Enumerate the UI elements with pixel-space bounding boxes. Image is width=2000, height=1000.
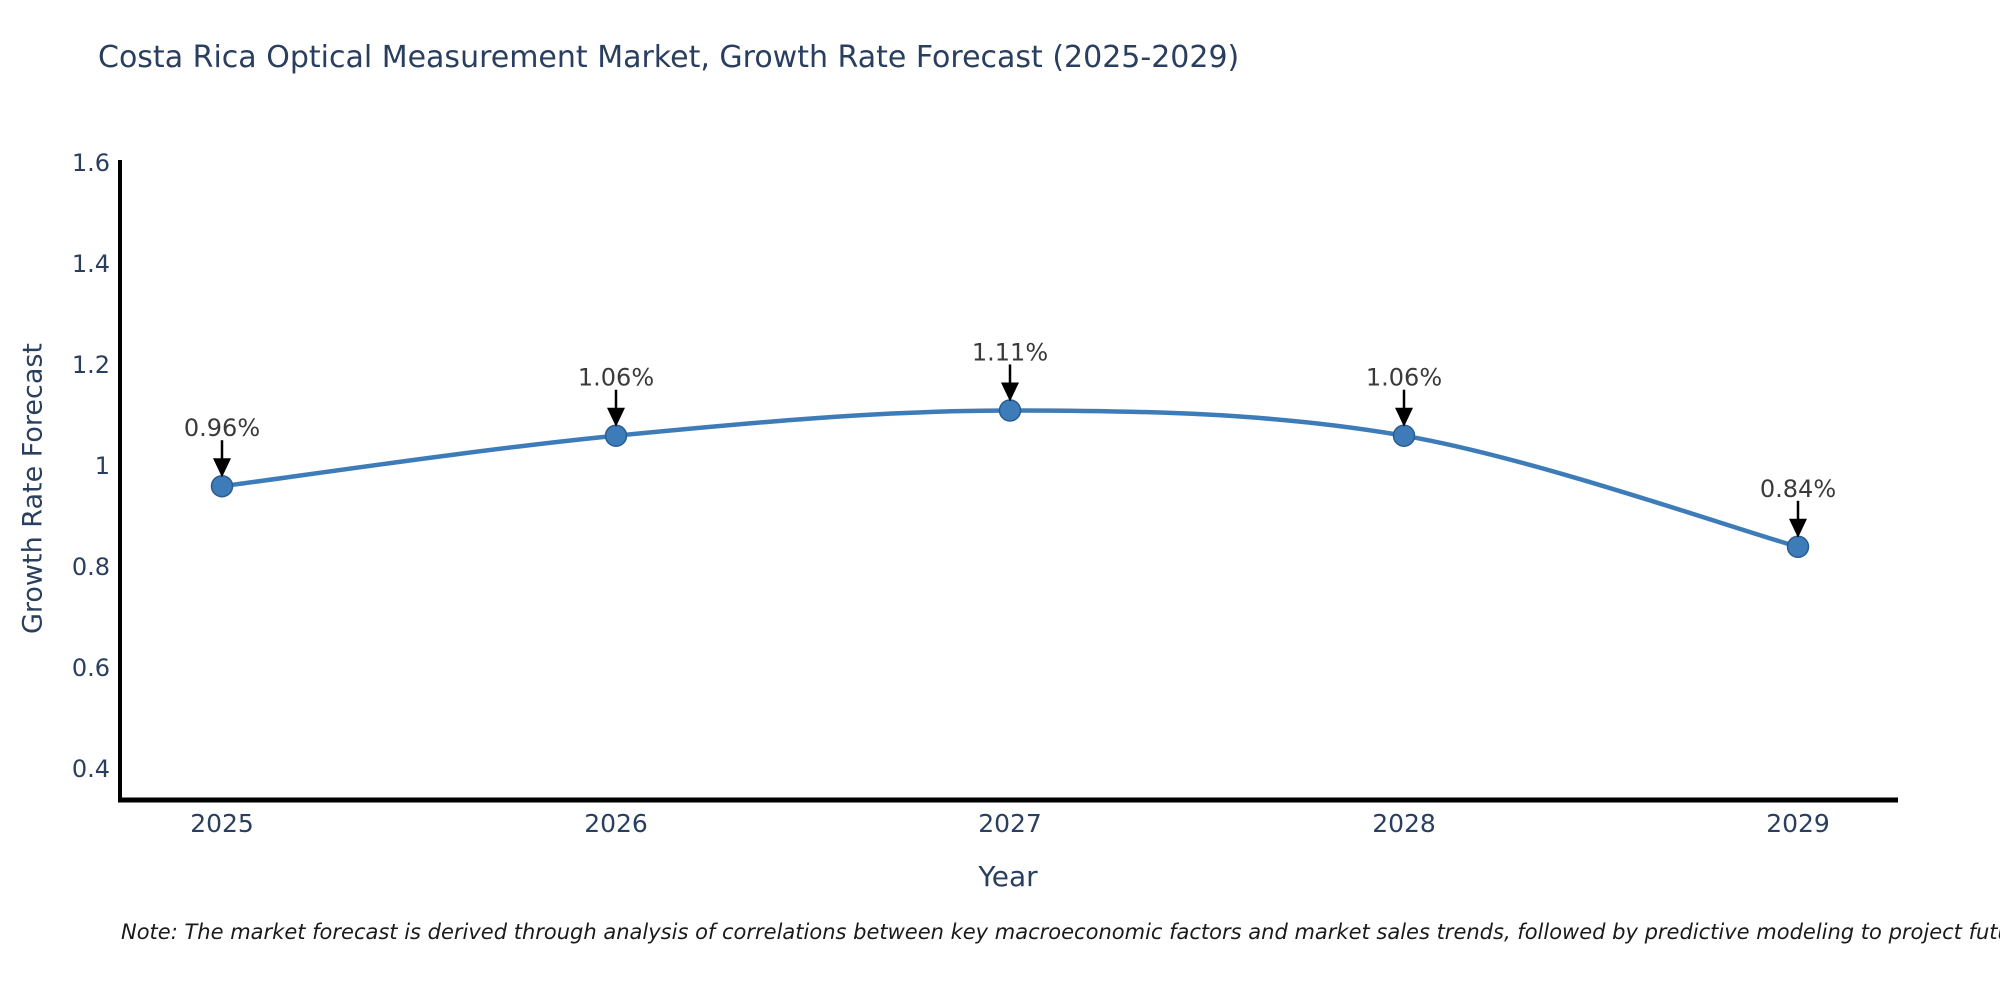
data-point-marker	[1392, 424, 1416, 447]
y-tick-label: 0.8	[72, 553, 110, 581]
y-tick-label: 1.2	[72, 351, 110, 379]
annotation-arrow-head	[1789, 518, 1807, 538]
point-annotation: 0.96%	[184, 414, 260, 442]
data-point-marker	[1786, 535, 1810, 559]
x-tick-label: 2028	[1372, 809, 1436, 838]
footnote: Note: The market forecast is derived thr…	[121, 920, 2000, 944]
chart-title: Costa Rica Optical Measurement Market, G…	[98, 40, 1240, 75]
y-tick-label: 1.6	[72, 149, 110, 177]
point-annotation: 1.06%	[1366, 364, 1442, 392]
x-tick-label: 2025	[190, 809, 254, 838]
point-annotation: 0.84%	[1760, 475, 1836, 503]
data-point-marker	[210, 474, 234, 498]
y-tick-label: 1	[95, 452, 110, 480]
forecast-line	[221, 408, 1799, 549]
y-tick-label: 1.4	[72, 250, 110, 278]
annotation-arrow-head	[213, 458, 231, 478]
y-tick-label: 0.4	[72, 755, 110, 783]
annotation-arrow-head	[607, 407, 625, 427]
x-tick-label: 2027	[978, 809, 1042, 838]
point-annotation: 1.06%	[578, 364, 654, 392]
point-annotation: 1.11%	[972, 338, 1048, 366]
annotation-arrow-head	[1001, 382, 1019, 402]
x-tick-label: 2026	[584, 809, 648, 838]
data-point-marker	[604, 424, 628, 447]
x-axis-title: Year	[978, 860, 1038, 893]
annotation-arrow-head	[1395, 407, 1413, 427]
y-tick-label: 0.6	[72, 654, 110, 682]
data-point-marker	[998, 399, 1022, 422]
x-tick-label: 2029	[1766, 809, 1830, 838]
